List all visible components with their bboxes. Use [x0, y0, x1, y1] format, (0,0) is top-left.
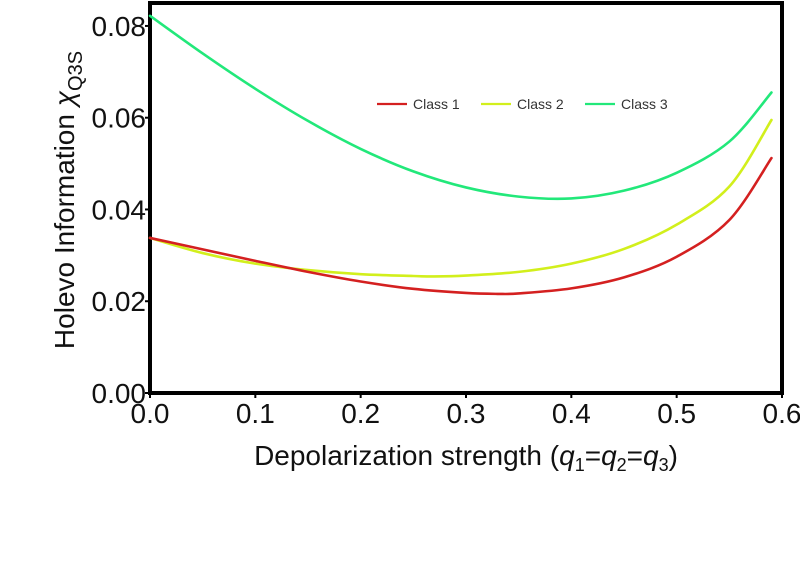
- plot-area: [148, 1, 784, 395]
- x-label-var-1: q: [559, 440, 575, 471]
- y-axis-label-main: Holevo Information: [49, 106, 80, 349]
- x-tick-label: 0.6: [763, 398, 800, 429]
- x-label-sep-1: =: [585, 440, 601, 471]
- x-label-var-3: q: [643, 440, 659, 471]
- x-label-sub-2: 2: [617, 455, 627, 475]
- y-tick-label: 0.02: [92, 286, 147, 317]
- legend-label-class-3: Class 3: [621, 96, 668, 112]
- x-label-sub-1: 1: [575, 455, 585, 475]
- x-tick-label: 0.5: [657, 398, 696, 429]
- x-axis-label-close: ): [669, 440, 678, 471]
- y-tick-label: 0.06: [92, 103, 147, 134]
- x-label-sub-3: 3: [659, 455, 669, 475]
- x-tick-label: 0.2: [341, 398, 380, 429]
- y-axis-label: Holevo Information χQ3S: [49, 51, 87, 349]
- y-axis-label-sub: Q3S: [65, 51, 87, 91]
- axis-ticks: 0.0 0.1 0.2 0.3 0.4 0.5 0.6 0.00 0.02 0.04 0.06 0.0…: [92, 11, 800, 429]
- x-tick-label: 0.1: [236, 398, 275, 429]
- y-tick-label: 0.04: [92, 194, 147, 225]
- x-tick-label: 0.0: [131, 398, 170, 429]
- x-label-var-2: q: [601, 440, 617, 471]
- x-tick-label: 0.4: [552, 398, 591, 429]
- legend-label-class-1: Class 1: [413, 96, 460, 112]
- series-line-class-2: [148, 118, 773, 278]
- series-layer: [148, 14, 773, 296]
- legend: Class 1 Class 2 Class 3: [377, 96, 668, 112]
- x-axis-label: Depolarization strength (q1=q2=q3): [254, 440, 678, 475]
- x-tick-label: 0.3: [447, 398, 486, 429]
- y-tick-label: 0.00: [92, 378, 147, 409]
- plot-frame: [148, 1, 784, 395]
- y-axis-label-symbol: χ: [49, 90, 80, 109]
- legend-label-class-2: Class 2: [517, 96, 564, 112]
- x-label-sep-2: =: [627, 440, 643, 471]
- y-tick-label: 0.08: [92, 11, 147, 42]
- series-line-class-1: [148, 156, 773, 296]
- series-line-class-3: [148, 14, 773, 201]
- x-axis-label-main: Depolarization strength (: [254, 440, 560, 471]
